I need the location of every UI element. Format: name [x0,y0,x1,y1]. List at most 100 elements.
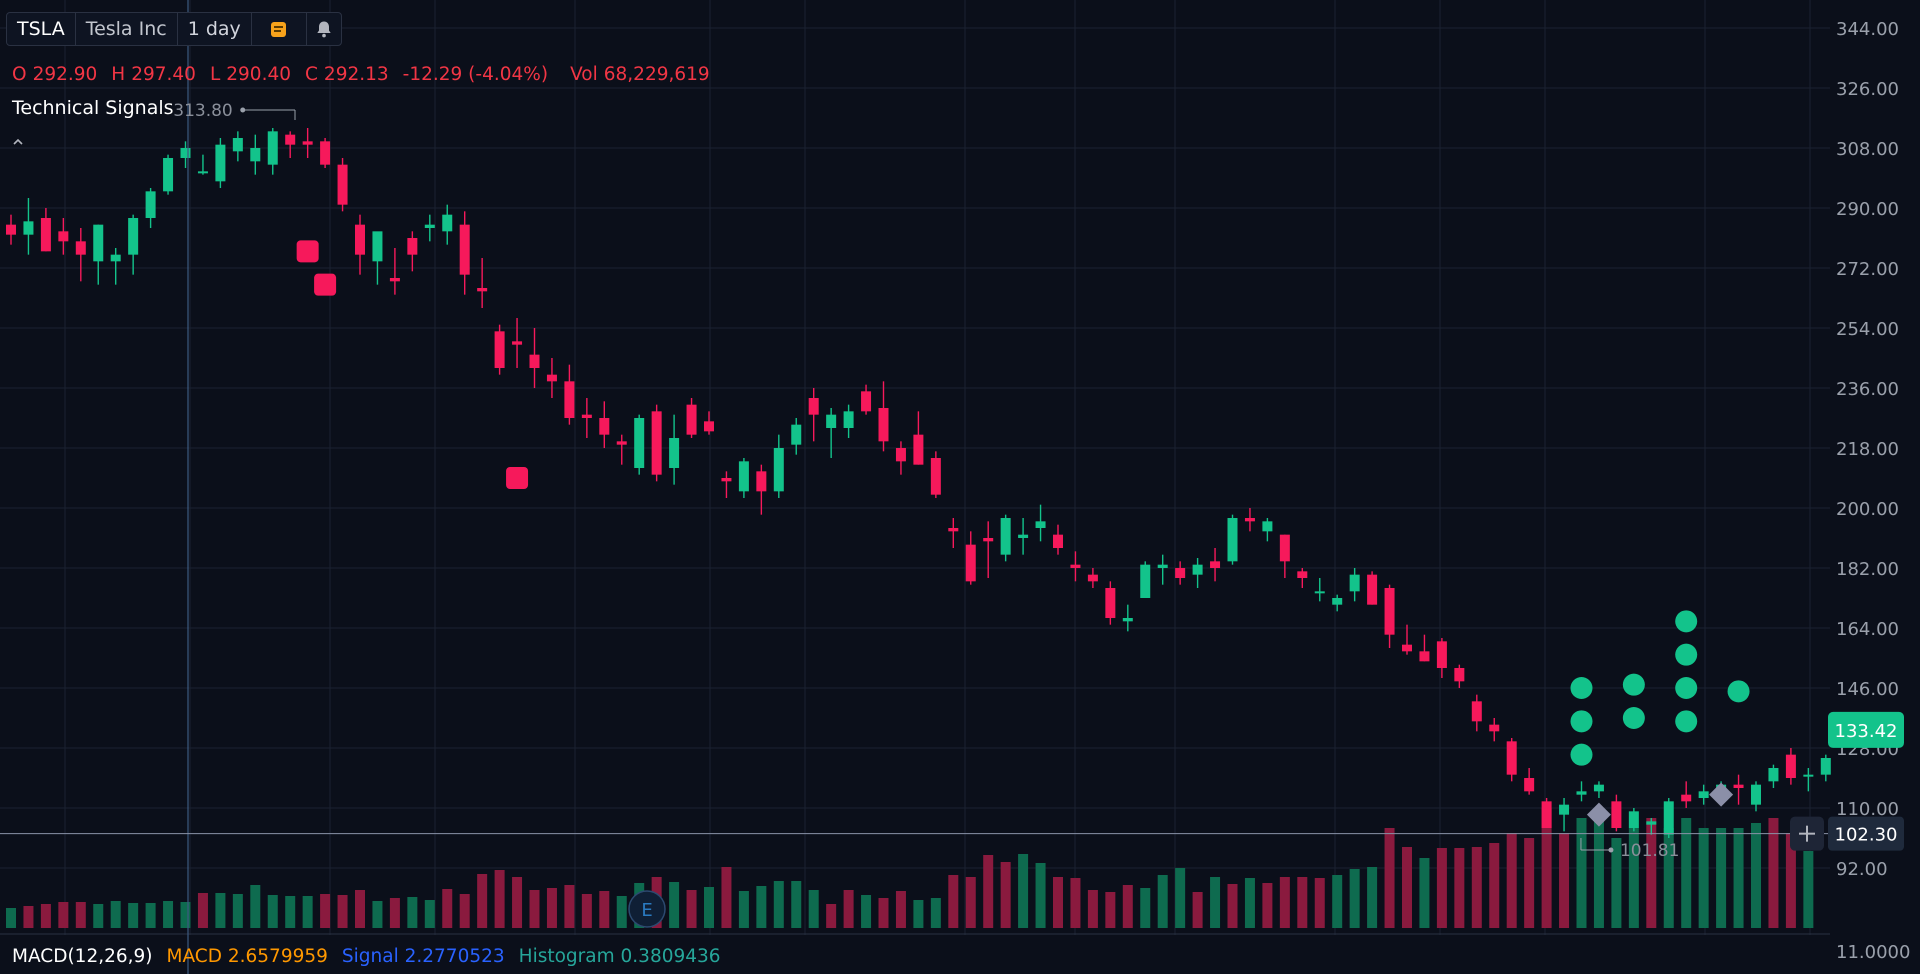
candle-body [93,224,104,262]
candle-body [581,414,592,418]
candle-body [75,241,86,255]
candle-body [1210,561,1221,568]
candle-body [686,404,697,435]
volume-bar [1000,862,1011,928]
candle-body [1611,801,1622,828]
note-icon[interactable] [252,13,307,45]
volume-bar [913,900,924,928]
candle-body [1541,801,1552,828]
candle-body [965,544,976,582]
volume-bar [163,901,174,928]
volume-bar [1559,833,1570,928]
volume-bar [215,893,226,928]
volume-bar [232,894,243,928]
candle-body [128,218,139,255]
candle-body [599,418,610,435]
candle-body [1244,518,1255,522]
volume-bar [1018,854,1029,928]
candle-body [1436,641,1447,668]
candle-body [1593,784,1604,792]
symbol-label[interactable]: TSLA [7,13,76,45]
buy-signal-dot [1622,707,1645,729]
volume-bar [1384,828,1395,928]
volume-bars [6,808,1814,928]
volume-bar [128,903,139,928]
candle-body [1559,804,1570,815]
open-value: 292.90 [32,64,98,85]
high-marker-dot [240,107,246,113]
candle-body [1489,724,1500,732]
volume-bar [1157,875,1168,928]
volume-bar [407,897,418,928]
candle-body [1087,574,1098,582]
volume-bar [1053,877,1063,928]
chart-grid [0,0,1830,935]
candle-body [1663,801,1674,835]
diamond-signal-marker [1709,782,1734,807]
indicator-name[interactable]: Technical Signals [12,97,174,119]
candle-body [895,448,906,462]
candle-body [459,224,470,275]
volume-bar [878,898,889,928]
candle-body [913,434,924,465]
candle-body [791,424,802,445]
price-tick-label: 290.00 [1836,199,1899,220]
volume-bar [1227,884,1238,928]
volume-bar [110,901,121,928]
candle-body [494,331,505,368]
volume-bar [180,902,191,928]
volume-bar [704,887,714,928]
candle-body [1646,821,1657,825]
symbol-toolbar: TSLA Tesla Inc 1 day [6,12,342,46]
candle-body [878,408,889,442]
volume-bar [1070,878,1081,928]
volume-bar [1244,878,1255,928]
volume-bar [669,882,680,928]
candle-body [58,231,69,242]
candle-body [773,448,784,492]
volume-bar [1332,875,1343,928]
company-name[interactable]: Tesla Inc [76,13,178,45]
candle-body [302,141,313,145]
candle-body [529,354,540,368]
candle-body [1314,591,1325,594]
candle-body [634,418,645,468]
high-price-marker: 313.80 [173,101,232,121]
macd-label[interactable]: MACD(12,26,9) [12,946,153,967]
volume-bar [599,891,610,928]
candle-body [1367,574,1378,605]
candle-body [1785,754,1796,778]
volume-bar [1419,858,1430,928]
sell-signal-marker [314,273,337,296]
candle-body [1698,791,1709,798]
candle-body [320,141,331,165]
volume-bar [389,898,400,928]
candlestick-series [6,128,1831,838]
buy-signal-dot [1675,710,1698,733]
buy-signal-dot [1570,677,1593,699]
candle-body [948,528,959,532]
volume-bar [302,896,313,928]
candle-body [1803,774,1814,777]
volume-bar [1733,828,1744,928]
price-tick-label: 182.00 [1836,559,1899,580]
volume-bar [1716,828,1727,928]
volume-bar [965,877,976,928]
volume-bar [337,895,348,928]
volume-bar [1593,808,1604,928]
alert-bell-icon[interactable] [307,13,341,45]
collapse-chevron-icon[interactable] [11,133,25,145]
volume-bar [581,894,592,928]
price-tick-label: 272.00 [1836,259,1899,280]
candle-body [1262,521,1273,532]
volume-bar [58,902,69,928]
interval-selector[interactable]: 1 day [178,13,252,45]
buy-signal-dot [1570,710,1593,733]
volume-bar [1768,818,1779,928]
buy-signal-dot [1622,673,1645,696]
signal-value: Signal 2.2770523 [341,946,505,967]
candle-body [1768,768,1779,782]
volume-bar [738,891,749,928]
low-label: L [209,64,221,85]
